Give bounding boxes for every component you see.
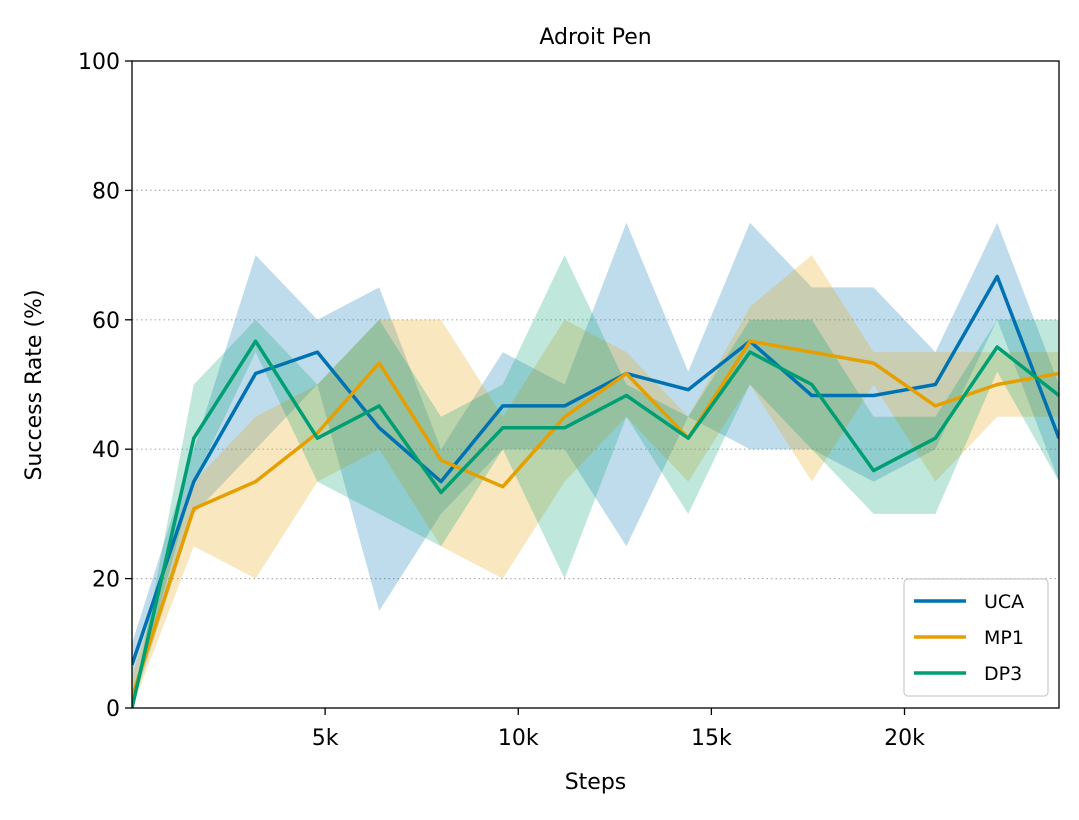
legend-label-mp1: MP1 <box>984 627 1024 649</box>
legend-label-uca: UCA <box>984 591 1024 613</box>
x-axis-ticks: 5k 10k 15k 20k <box>312 708 925 751</box>
legend-box <box>903 578 1049 697</box>
line-uca <box>132 274 1059 666</box>
x-tick-label: 5k <box>312 726 339 751</box>
x-axis-label: Steps <box>565 770 627 795</box>
x-tick-label: 15k <box>691 726 732 751</box>
y-tick-label: 0 <box>106 697 120 722</box>
chart-title: Adroit Pen <box>539 25 651 50</box>
band-dp3 <box>132 255 1059 708</box>
grid-lines <box>132 189 1059 580</box>
y-tick-label: 40 <box>92 438 120 463</box>
y-tick-label: 60 <box>92 309 120 334</box>
y-axis-label: Success Rate (%) <box>22 289 47 480</box>
x-tick-label: 20k <box>884 726 925 751</box>
line-mp1 <box>132 339 1059 698</box>
x-tick-label: 10k <box>498 726 539 751</box>
plot-frame <box>131 60 1060 709</box>
y-tick-label: 100 <box>78 50 120 75</box>
y-tick-label: 80 <box>92 179 120 204</box>
y-tick-label: 20 <box>92 568 120 593</box>
y-axis-ticks: 0 20 40 60 80 100 <box>78 50 132 722</box>
band-uca <box>132 222 1059 708</box>
legend-label-dp3: DP3 <box>984 663 1022 685</box>
series-lines <box>132 274 1059 708</box>
confidence-bands <box>132 222 1059 708</box>
legend: UCA MP1 DP3 <box>903 578 1049 697</box>
band-mp1 <box>132 255 1059 708</box>
line-dp3 <box>132 339 1059 708</box>
